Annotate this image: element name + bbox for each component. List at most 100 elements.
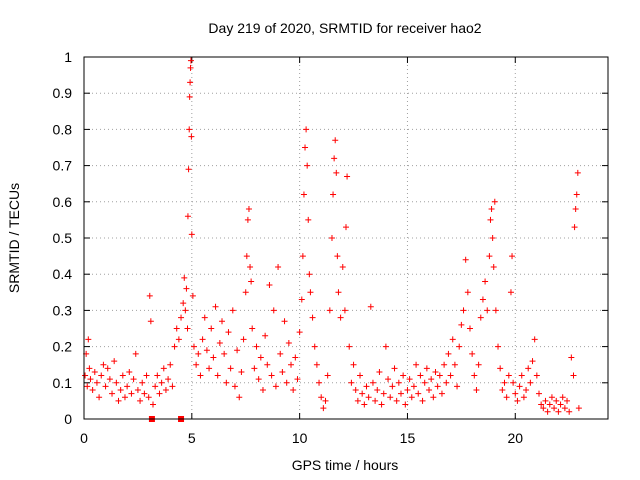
data-point	[490, 263, 497, 270]
y-tick-label: 0	[64, 411, 72, 427]
data-point	[324, 372, 331, 379]
data-point	[160, 365, 167, 372]
data-point	[438, 390, 445, 397]
data-point	[281, 318, 288, 325]
data-point	[391, 365, 398, 372]
chart-title: Day 219 of 2020, SRMTID for receiver hao…	[208, 20, 481, 36]
data-point	[104, 365, 111, 372]
data-point	[477, 314, 484, 321]
data-point	[141, 390, 148, 397]
data-point	[488, 206, 495, 213]
data-point	[231, 383, 238, 390]
data-point	[559, 394, 566, 401]
data-point	[334, 253, 341, 260]
data-point	[309, 314, 316, 321]
data-point	[385, 376, 392, 383]
data-point	[540, 405, 547, 412]
data-point	[350, 361, 357, 368]
data-point	[243, 253, 250, 260]
data-point	[162, 387, 169, 394]
data-point	[378, 401, 385, 408]
data-point	[190, 343, 197, 350]
data-point	[331, 155, 338, 162]
data-point	[454, 383, 461, 390]
data-point	[332, 137, 339, 144]
data-point	[227, 365, 234, 372]
data-point	[225, 329, 232, 336]
data-point	[419, 397, 426, 404]
data-point	[229, 307, 236, 314]
data-point	[186, 126, 193, 133]
data-point	[426, 387, 433, 394]
data-point	[361, 401, 368, 408]
data-point	[216, 339, 223, 346]
x-tick-label: 10	[292, 430, 308, 446]
data-point	[531, 336, 538, 343]
data-point	[402, 401, 409, 408]
data-point	[458, 321, 465, 328]
data-point	[566, 408, 573, 415]
data-point	[423, 365, 430, 372]
data-point	[507, 289, 514, 296]
data-point	[307, 289, 314, 296]
data-point	[145, 394, 152, 401]
data-point	[238, 368, 245, 375]
data-point	[322, 397, 329, 404]
y-tick-label: 0.6	[53, 194, 73, 210]
data-point	[184, 325, 191, 332]
data-point	[208, 325, 215, 332]
data-point	[305, 216, 312, 223]
data-point	[339, 263, 346, 270]
data-point	[279, 368, 286, 375]
data-point	[294, 376, 301, 383]
y-tick-label: 0.4	[53, 266, 73, 282]
data-point	[529, 358, 536, 365]
y-tick-label: 0.1	[53, 375, 73, 391]
data-point	[117, 387, 124, 394]
data-point	[130, 376, 137, 383]
data-point	[169, 383, 176, 390]
data-point	[491, 198, 498, 205]
data-point	[527, 379, 534, 386]
data-point	[316, 379, 323, 386]
data-point	[372, 397, 379, 404]
data-point	[206, 365, 213, 372]
data-point	[400, 372, 407, 379]
data-point	[503, 394, 510, 401]
data-point	[430, 394, 437, 401]
data-point	[262, 332, 269, 339]
data-point	[313, 361, 320, 368]
data-point	[389, 383, 396, 390]
data-point	[82, 372, 89, 379]
data-point	[489, 235, 496, 241]
data-point	[302, 144, 309, 151]
data-point	[150, 401, 157, 408]
data-point	[326, 307, 333, 314]
data-point	[111, 358, 118, 365]
data-point	[365, 394, 372, 401]
data-point	[451, 361, 458, 368]
data-point	[495, 343, 502, 350]
data-point	[102, 383, 109, 390]
data-point	[115, 397, 122, 404]
data-point	[139, 379, 146, 386]
data-point	[299, 253, 306, 260]
data-point	[167, 361, 174, 368]
data-point	[126, 368, 133, 375]
data-point	[285, 339, 292, 346]
data-point	[156, 390, 163, 397]
data-point	[352, 387, 359, 394]
data-point	[165, 376, 172, 383]
data-point	[96, 394, 103, 401]
data-point	[283, 379, 290, 386]
data-point	[257, 354, 264, 361]
data-point	[288, 361, 295, 368]
data-point	[538, 401, 545, 408]
data-point	[432, 368, 439, 375]
data-point	[203, 347, 210, 354]
data-point	[510, 379, 517, 386]
data-point	[253, 343, 260, 350]
data-point	[367, 303, 374, 310]
x-tick-label: 20	[507, 430, 523, 446]
data-point	[466, 325, 473, 332]
